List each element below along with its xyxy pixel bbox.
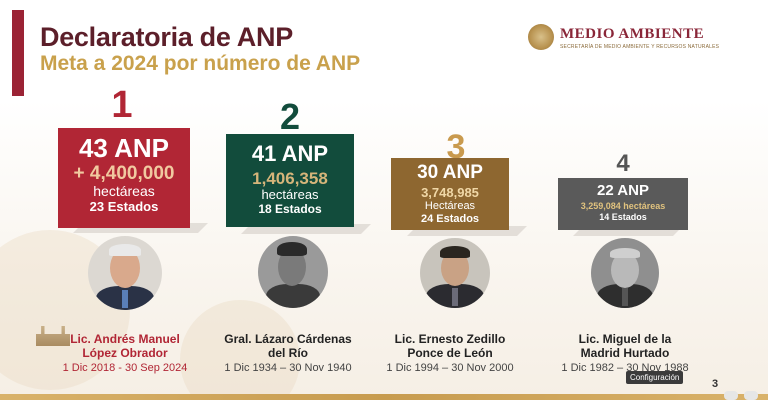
states-count: 18 Estados bbox=[258, 202, 322, 216]
person-name-line1: Lic. Andrés Manuel bbox=[70, 332, 180, 346]
anp-count: 41 ANP bbox=[251, 141, 329, 166]
medio-ambiente-logo: MEDIO AMBIENTE SECRETARÍA DE MEDIO AMBIE… bbox=[528, 22, 720, 58]
rank-number: 1 bbox=[111, 84, 133, 126]
player-control[interactable] bbox=[724, 391, 738, 400]
states-count: 24 Estados bbox=[420, 213, 480, 225]
portrait-photo bbox=[258, 236, 328, 308]
government-seal-icon bbox=[528, 24, 554, 50]
states-count: 14 Estados bbox=[599, 212, 647, 222]
rank-number: 4 bbox=[616, 150, 630, 177]
background-decoration bbox=[180, 300, 300, 400]
anp-count: 22 ANP bbox=[597, 182, 649, 199]
term-dates: 1 Dic 2018 - 30 Sep 2024 bbox=[62, 362, 188, 374]
person-name: Lic. Miguel de la Madrid Hurtado bbox=[550, 332, 700, 360]
cathedral-silhouette bbox=[36, 326, 70, 346]
ranking-card: 30 ANP 3,748,985 Hectáreas 24 Estados bbox=[391, 158, 509, 230]
states-count: 23 Estados bbox=[89, 199, 159, 214]
person-name-line1: Gral. Lázaro Cárdenas bbox=[224, 332, 352, 346]
ranking-card: 41 ANP 1,406,358 hectáreas 18 Estados bbox=[226, 134, 354, 227]
hectares-label: hectáreas bbox=[93, 183, 155, 199]
slide-title: Declaratoria de ANP bbox=[40, 22, 293, 52]
person-name-line2: López Obrador bbox=[82, 346, 168, 360]
term-dates: 1 Dic 1934 – 30 Nov 1940 bbox=[224, 362, 352, 374]
hectares-value: 1,406,358 bbox=[252, 169, 328, 188]
anp-count: 30 ANP bbox=[417, 162, 483, 183]
hectares-value: 3,748,985 bbox=[421, 185, 479, 200]
settings-tooltip: Configuración bbox=[626, 371, 684, 384]
slide-subtitle: Meta a 2024 por número de ANP bbox=[40, 52, 361, 75]
logo-name: MEDIO AMBIENTE bbox=[560, 26, 705, 42]
page-number: 3 bbox=[712, 378, 719, 390]
portrait-photo bbox=[420, 238, 490, 308]
hectares-value: 3,259,084 hectáreas bbox=[580, 201, 666, 211]
accent-bar bbox=[12, 10, 24, 96]
person-name-line1: Lic. Miguel de la bbox=[578, 332, 672, 346]
person-name: Gral. Lázaro Cárdenas del Río bbox=[213, 332, 363, 360]
portrait-photo bbox=[88, 236, 162, 310]
hectares-label: hectáreas bbox=[261, 187, 319, 202]
player-control[interactable] bbox=[744, 391, 758, 400]
bottom-band bbox=[0, 394, 768, 400]
ranking-card: 22 ANP 3,259,084 hectáreas 14 Estados bbox=[558, 178, 688, 230]
anp-count: 43 ANP bbox=[78, 133, 170, 163]
term-dates: 1 Dic 1994 – 30 Nov 2000 bbox=[386, 362, 514, 374]
logo-tagline: SECRETARÍA DE MEDIO AMBIENTE Y RECURSOS … bbox=[560, 44, 720, 50]
person-name: Lic. Ernesto Zedillo Ponce de León bbox=[375, 332, 525, 360]
rank-number: 3 bbox=[446, 128, 466, 166]
person-name-line2: del Río bbox=[267, 346, 308, 360]
person-name-line2: Ponce de León bbox=[407, 346, 493, 360]
rank-number: 2 bbox=[279, 96, 301, 137]
person-name-line1: Lic. Ernesto Zedillo bbox=[394, 332, 506, 346]
ranking-card: 43 ANP + 4,400,000 hectáreas 23 Estados bbox=[58, 128, 190, 228]
person-name-line2: Madrid Hurtado bbox=[580, 346, 670, 360]
portrait-photo bbox=[591, 238, 659, 308]
person-name: Lic. Andrés Manuel López Obrador bbox=[50, 332, 200, 360]
hectares-label: Hectáreas bbox=[424, 200, 476, 212]
hectares-value: + 4,400,000 bbox=[73, 163, 175, 184]
